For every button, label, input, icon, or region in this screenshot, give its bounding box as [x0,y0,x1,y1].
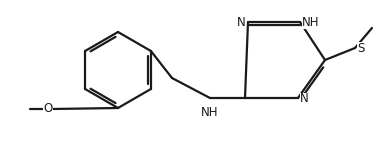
Text: NH: NH [302,15,319,28]
Text: NH: NH [201,106,219,119]
Text: O: O [43,102,53,115]
Text: N: N [237,15,246,28]
Text: S: S [357,41,365,54]
Text: N: N [300,93,309,106]
